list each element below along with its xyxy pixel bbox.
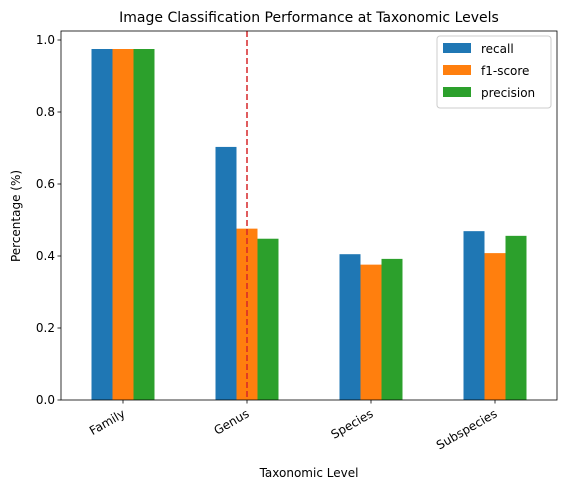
y-tick-label: 0.6 bbox=[36, 177, 55, 191]
bar-precision-genus bbox=[258, 239, 279, 400]
bar-recall-subspecies bbox=[464, 231, 485, 400]
chart-title: Image Classification Performance at Taxo… bbox=[119, 10, 499, 26]
x-axis: Family Genus Species Subspecies bbox=[87, 400, 499, 452]
y-axis: 0.0 0.2 0.4 0.6 0.8 1.0 bbox=[36, 33, 61, 407]
legend-label-precision: precision bbox=[481, 86, 535, 100]
x-tick-label: Subspecies bbox=[434, 406, 500, 452]
y-tick-label: 0.4 bbox=[36, 249, 55, 263]
y-tick-label: 0.2 bbox=[36, 321, 55, 335]
bar-f1-score-species bbox=[361, 265, 382, 400]
x-tick-label: Genus bbox=[211, 406, 251, 437]
bar-precision-subspecies bbox=[506, 236, 527, 400]
y-tick-label: 0.0 bbox=[36, 393, 55, 407]
x-tick-label: Family bbox=[87, 406, 127, 437]
y-tick-label: 1.0 bbox=[36, 33, 55, 47]
legend-label-recall: recall bbox=[481, 42, 514, 56]
bar-recall-family bbox=[92, 49, 113, 400]
bar-precision-family bbox=[134, 49, 155, 400]
y-tick-label: 0.8 bbox=[36, 105, 55, 119]
y-axis-label: Percentage (%) bbox=[9, 170, 23, 262]
legend-swatch-recall bbox=[443, 43, 471, 53]
bar-f1-score-family bbox=[113, 49, 134, 400]
x-tick-label: Species bbox=[329, 406, 376, 441]
x-axis-label: Taxonomic Level bbox=[259, 466, 359, 480]
bar-recall-genus bbox=[216, 147, 237, 400]
legend: recall f1-score precision bbox=[437, 36, 551, 108]
bar-f1-score-subspecies bbox=[485, 253, 506, 400]
legend-swatch-precision bbox=[443, 87, 471, 97]
bar-precision-species bbox=[382, 259, 403, 400]
bar-recall-species bbox=[340, 254, 361, 400]
legend-label-f1-score: f1-score bbox=[481, 64, 529, 78]
legend-swatch-f1-score bbox=[443, 65, 471, 75]
